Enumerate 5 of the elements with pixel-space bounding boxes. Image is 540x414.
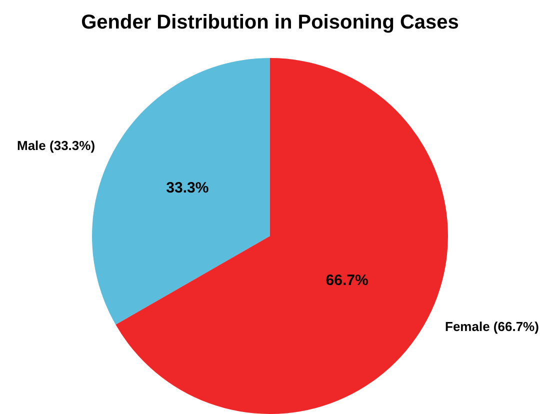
data-label: 66.7% bbox=[326, 272, 368, 290]
slice-label: Male (33.3%) bbox=[17, 138, 96, 153]
slice-label: Female (66.7%) bbox=[445, 319, 539, 334]
chart-title: Gender Distribution in Poisoning Cases bbox=[81, 11, 459, 34]
data-label: 33.3% bbox=[166, 180, 209, 197]
